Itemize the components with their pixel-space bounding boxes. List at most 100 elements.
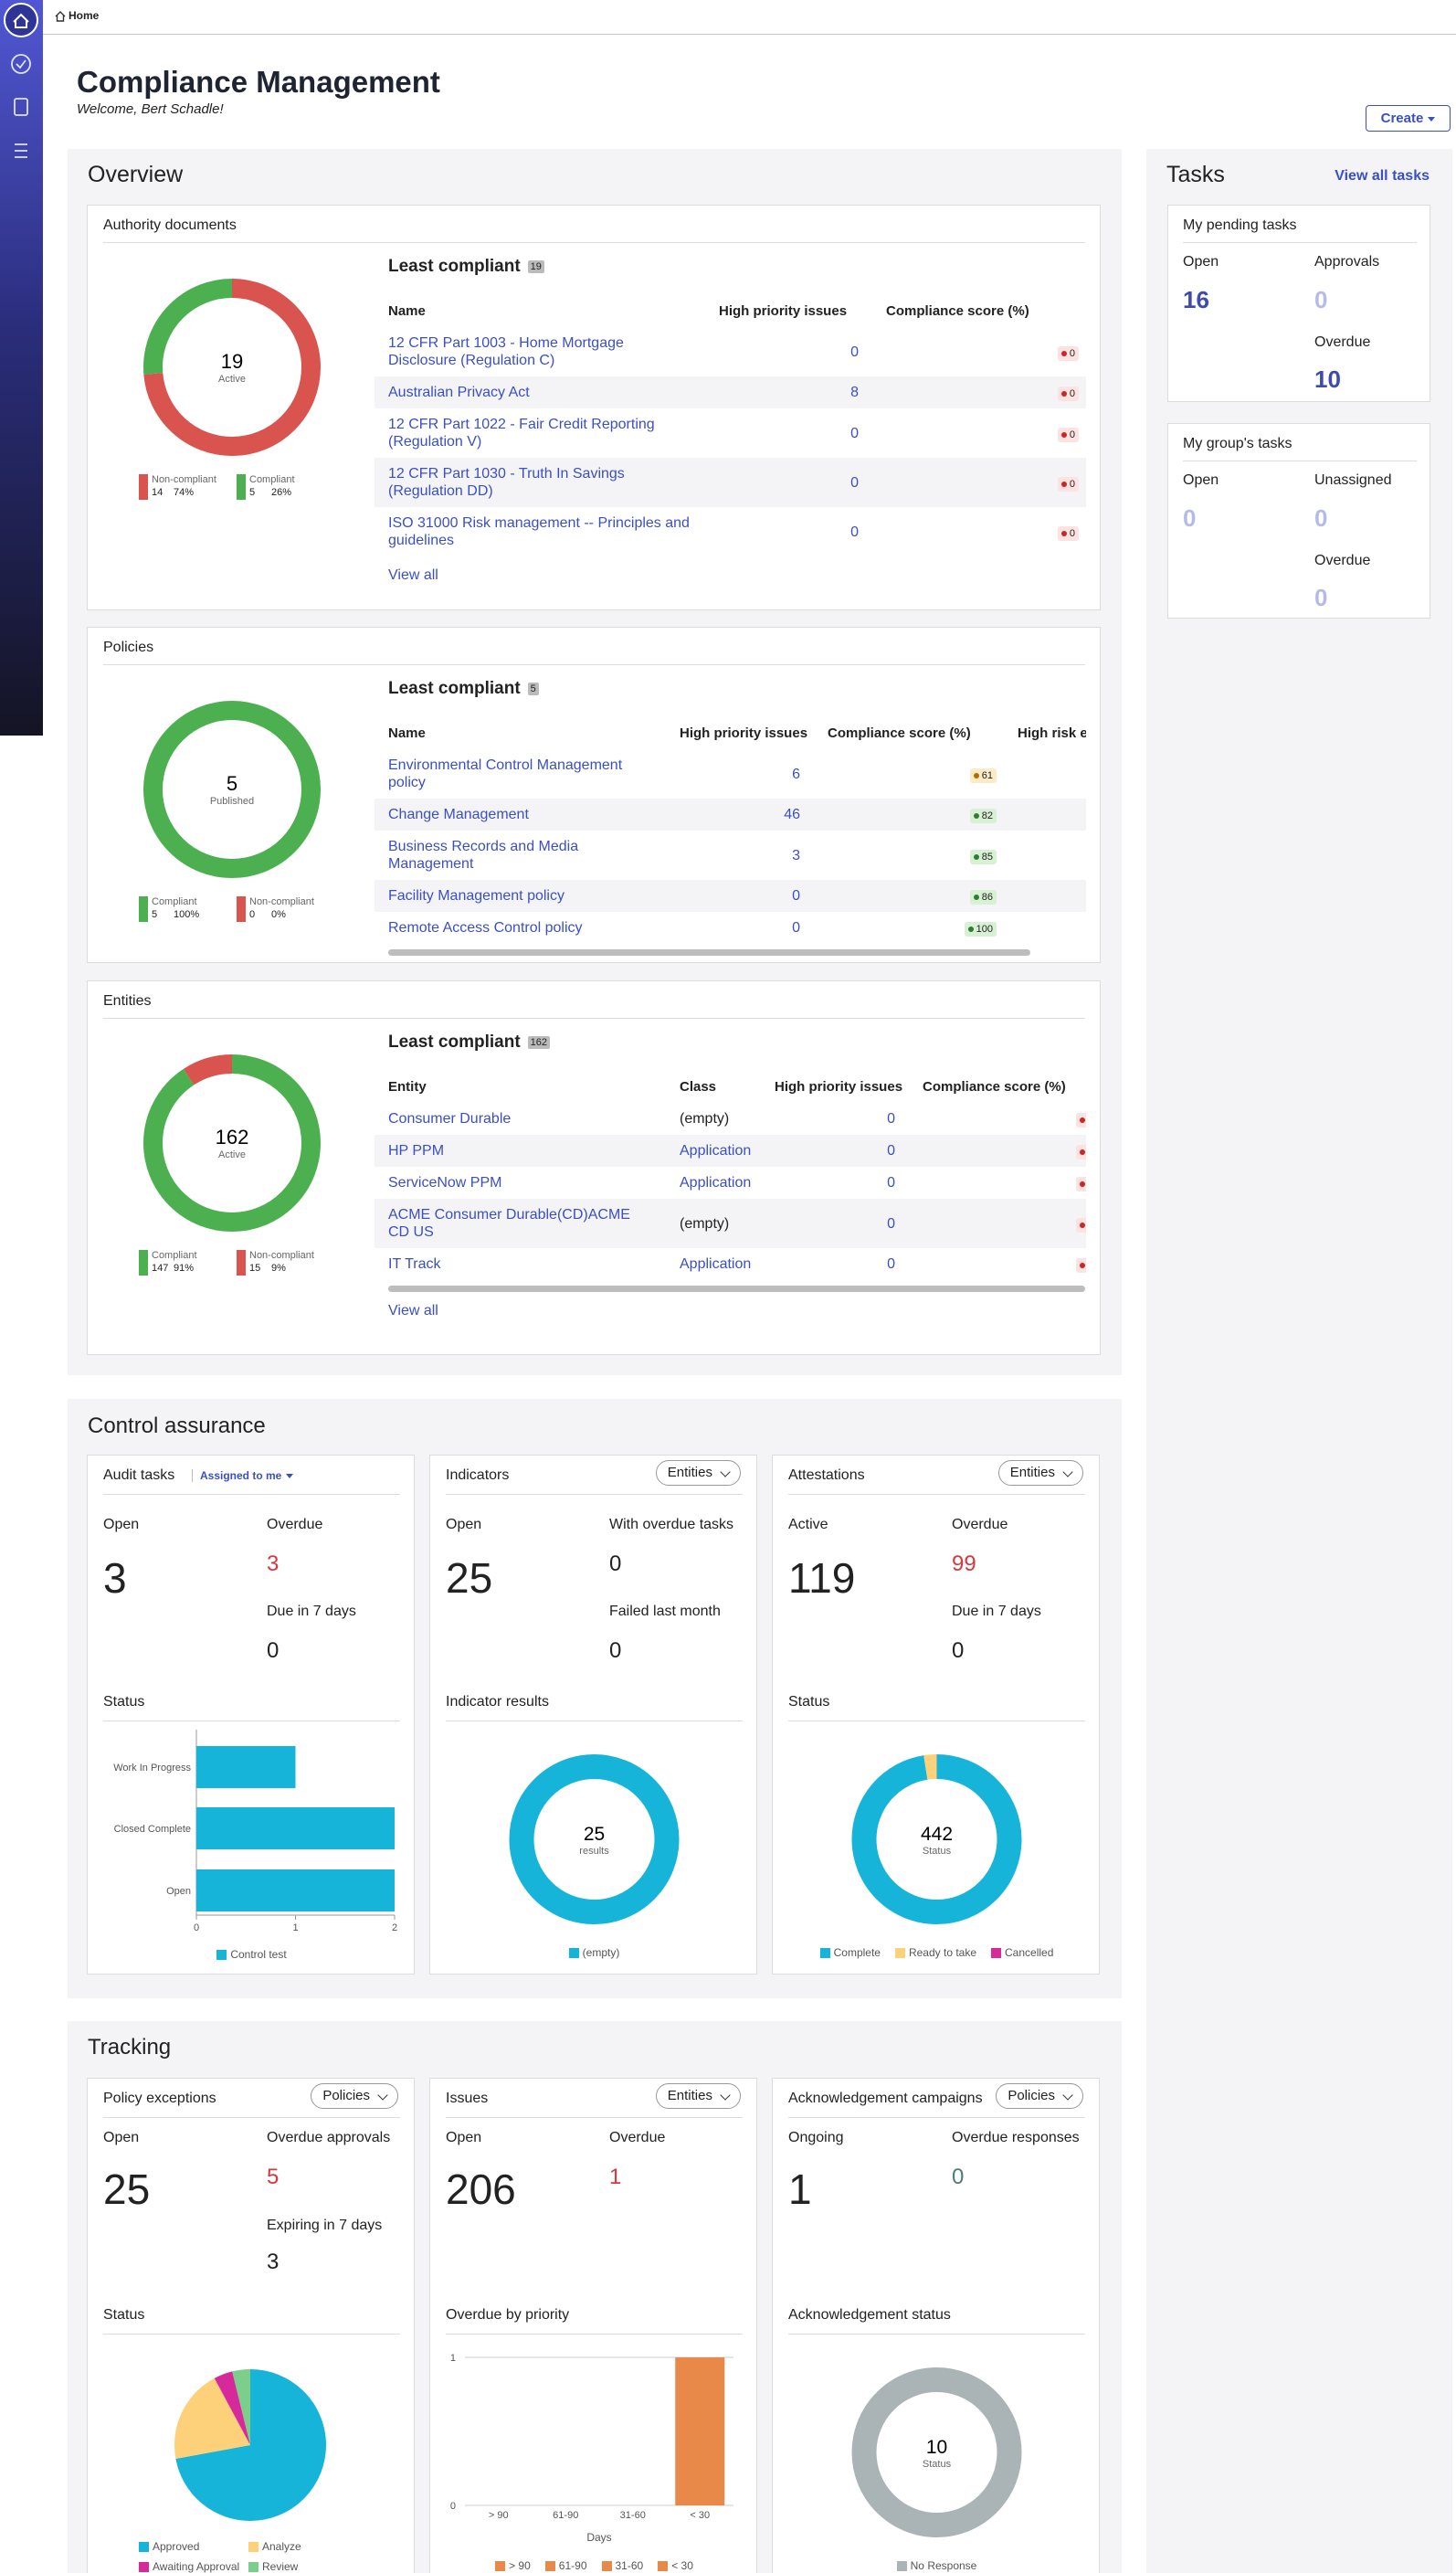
issues-link[interactable]: 0	[705, 458, 872, 507]
class-cell[interactable]: Application	[666, 1135, 761, 1167]
section-title: Status	[788, 1694, 830, 1710]
legend-label: > 90	[509, 2559, 531, 2572]
donut-total: 442	[921, 1824, 953, 1845]
home-icon[interactable]	[4, 3, 38, 37]
card: Policies 5 Published Compliant 5 100% Non-comp…	[87, 627, 1101, 963]
donut-total: 10	[926, 2437, 947, 2458]
count-badge: 19	[527, 259, 544, 273]
filter[interactable]: Assigned to me	[192, 1469, 293, 1482]
score-badge: 61	[969, 768, 997, 783]
score-cell: 0	[872, 327, 1086, 376]
name-link[interactable]: Consumer Durable	[388, 1111, 512, 1127]
view-all[interactable]: View all	[388, 1303, 438, 1318]
name-link[interactable]: HP PPM	[375, 1135, 666, 1167]
name-link[interactable]: Facility Management policy	[375, 880, 666, 912]
legend-item: Approved	[139, 2540, 248, 2553]
check-icon[interactable]	[11, 54, 31, 74]
score-badge: 86	[969, 890, 997, 905]
divider	[103, 664, 1085, 665]
score-cell: 0	[872, 458, 1086, 507]
issues-link[interactable]: 0	[850, 344, 859, 360]
name-link[interactable]: IT Track	[388, 1256, 441, 1272]
legend-label: Control test	[230, 1948, 287, 1961]
breadcrumb-icon	[55, 11, 66, 22]
issues-link[interactable]: 6	[792, 766, 800, 782]
legend-percent: 74%	[174, 487, 195, 498]
card-title: Entities	[103, 993, 152, 1009]
legend-swatch	[568, 1947, 579, 1958]
x-tick-label: 1	[292, 1922, 298, 1933]
table-row: Remote Access Control policy 0 100	[375, 912, 1086, 944]
issues-link[interactable]: 8	[705, 376, 872, 408]
dropdown[interactable]: Entities	[655, 2083, 741, 2109]
legend-swatch	[139, 474, 148, 500]
dropdown[interactable]: Policies	[311, 2083, 398, 2109]
legend-label: < 30	[671, 2559, 693, 2572]
name-link[interactable]: ACME Consumer Durable(CD)ACME CD US	[375, 1199, 666, 1248]
issues-link[interactable]: 0	[887, 1175, 895, 1191]
legend-percent: 100%	[174, 909, 200, 920]
class-cell[interactable]: Application	[680, 1256, 752, 1272]
create-button[interactable]: Create	[1366, 105, 1451, 132]
stat-label: Active	[788, 1517, 828, 1532]
badge-dot	[973, 772, 979, 778]
name-link[interactable]: 12 CFR Part 1022 - Fair Credit Reporting…	[388, 417, 655, 450]
dropdown[interactable]: Policies	[996, 2083, 1083, 2109]
donut-total: 25	[584, 1824, 605, 1845]
name-link[interactable]: Change Management	[375, 799, 666, 831]
issues-link[interactable]: 3	[792, 847, 800, 863]
score-badge: 0	[1057, 386, 1079, 401]
name-link[interactable]: Environmental Control Management policy	[388, 757, 623, 790]
overview-title: Overview	[88, 162, 184, 187]
name-link[interactable]: 12 CFR Part 1003 - Home Mortgage Disclos…	[388, 335, 624, 368]
dropdown[interactable]: Entities	[655, 1460, 741, 1486]
legend-swatch	[991, 1947, 1002, 1958]
issues-link[interactable]: 0	[850, 524, 859, 540]
tracking-title: Tracking	[88, 2035, 172, 2059]
legend-swatch	[139, 1250, 148, 1276]
legend-label: (empty)	[582, 1946, 620, 1959]
donut-label: Status	[923, 1846, 952, 1857]
clipboard-icon[interactable]	[14, 98, 28, 116]
dropdown[interactable]: Entities	[997, 1460, 1083, 1486]
issues-link[interactable]: 0	[761, 1135, 909, 1167]
issues-link[interactable]: 0	[792, 920, 800, 936]
issues-link[interactable]: 0	[887, 1111, 895, 1127]
name-link[interactable]: 12 CFR Part 1030 - Truth In Savings (Reg…	[375, 458, 705, 507]
name-link[interactable]: Australian Privacy Act	[375, 376, 705, 408]
legend-percent: 91%	[174, 1263, 195, 1274]
card-title: Attestations	[788, 1467, 865, 1483]
view-all[interactable]: View all	[388, 567, 438, 583]
stat-label: Due in 7 days	[952, 1604, 1041, 1619]
score-badge: 0	[1075, 1177, 1086, 1191]
class-cell[interactable]: Application	[680, 1175, 752, 1191]
card-title: Indicators	[446, 1467, 510, 1483]
name-link[interactable]: Remote Access Control policy	[388, 920, 583, 936]
divider	[446, 1494, 743, 1495]
legend-label: Analyze	[262, 2540, 301, 2553]
issues-link[interactable]: 0	[850, 425, 859, 441]
stat-label: Overdue	[1314, 553, 1371, 568]
stat-label: Approvals	[1314, 254, 1380, 270]
legend-percent: 9%	[271, 1263, 286, 1274]
badge-dot	[1060, 431, 1067, 438]
name-link[interactable]: Business Records and Media Management	[388, 839, 579, 872]
issues-link[interactable]: 46	[666, 799, 814, 831]
column-header: High priority issues	[680, 725, 808, 741]
score-cell: 86	[814, 880, 1004, 912]
name-link[interactable]: ServiceNow PPM	[388, 1175, 502, 1191]
issues-link[interactable]: 0	[761, 1199, 909, 1248]
page-title: Compliance Management	[77, 65, 440, 99]
list-icon[interactable]	[15, 143, 27, 158]
issues-link[interactable]: 0	[666, 880, 814, 912]
score-cell: 0	[872, 408, 1086, 458]
column-header: Entity	[388, 1079, 427, 1095]
name-link[interactable]: ISO 31000 Risk management -- Principles …	[388, 515, 690, 548]
view-all-tasks[interactable]: View all tasks	[1335, 168, 1430, 184]
issues-link[interactable]: 0	[887, 1256, 895, 1272]
chart	[174, 2369, 326, 2521]
breadcrumb[interactable]: Home	[69, 9, 100, 22]
legend-swatch	[216, 1949, 227, 1960]
header-row: Entity Class High priority issues Complianc…	[375, 1071, 1086, 1103]
